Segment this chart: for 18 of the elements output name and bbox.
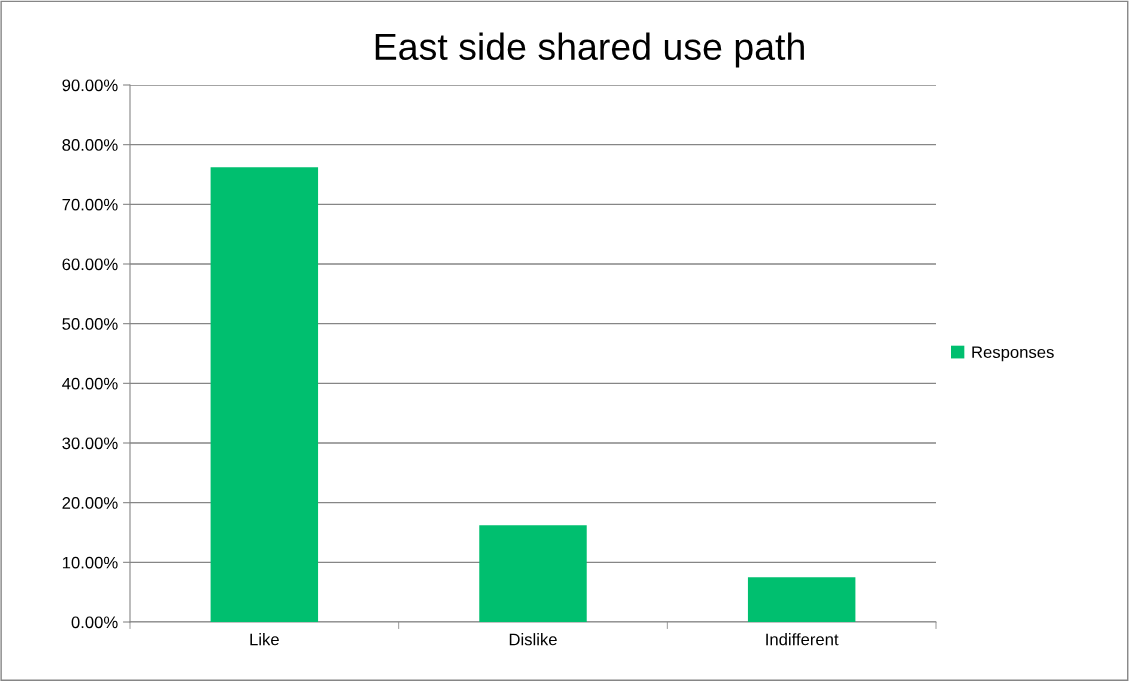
y-tick-label: 70.00% [62,198,118,211]
y-tick-label: 20.00% [62,497,118,509]
bar [210,167,319,622]
y-tick-label: 60.00% [62,258,118,271]
chart-title: East side shared use path [375,32,804,68]
legend-label: Responses [972,346,1054,362]
y-tick-label: 30.00% [62,437,118,450]
y-tick-label: 10.00% [62,556,118,569]
y-tick-label: 50.00% [62,318,118,330]
bar [479,525,587,622]
y-tick-label: 40.00% [62,377,118,390]
x-tick-label: Dislike [509,633,557,646]
bar [747,577,856,622]
y-tick-label: 0.00% [71,616,118,629]
y-tick-label: 80.00% [62,139,118,151]
y-tick-label: 90.00% [62,79,118,92]
x-tick-label: Indifferent [766,633,839,646]
x-tick-label: Like [250,633,279,646]
